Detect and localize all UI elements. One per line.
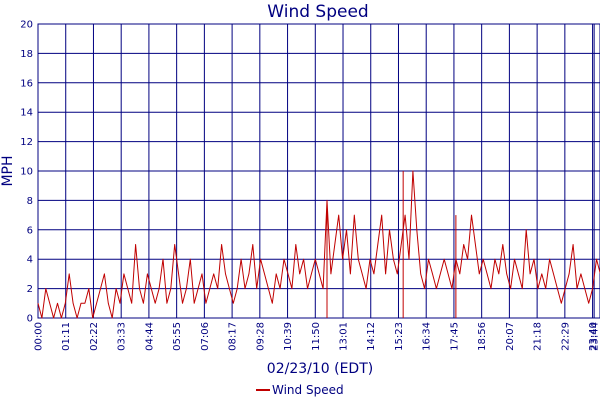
x-tick-label: 10:39 [283, 322, 294, 351]
x-tick-label: 09:28 [255, 322, 266, 351]
x-tick-label: 04:44 [144, 322, 155, 351]
series-group [37, 170, 600, 319]
x-tick-label: 22:29 [560, 322, 571, 351]
x-tick-label: 21:18 [533, 322, 544, 351]
x-tick-label: 23:44 [590, 322, 600, 351]
y-tick-label: 8 [27, 196, 33, 207]
x-axis-ticks: 00:00 01:11 02:22 03:33 04:44 05:55 07:06 08:17… [34, 322, 600, 351]
x-axis-label: 02/23/10 (EDT) [267, 361, 373, 377]
x-tick-label: 16:34 [422, 322, 433, 351]
x-tick-label: 05:55 [172, 322, 183, 351]
x-tick-label: 08:17 [228, 322, 239, 351]
y-tick-label: 4 [27, 255, 33, 266]
y-tick-label: 14 [20, 108, 33, 119]
y-tick-label: 6 [27, 225, 33, 236]
y-tick-label: 10 [20, 167, 33, 178]
x-tick-label: 11:50 [311, 322, 322, 351]
plot-grid [37, 23, 600, 319]
y-tick-label: 16 [20, 78, 33, 89]
x-tick-label: 23:40 [588, 322, 599, 351]
y-axis-label: MPH [0, 155, 16, 186]
x-tick-label: 00:00 [34, 322, 45, 351]
y-tick-label: 0 [27, 314, 33, 325]
x-tick-label: 01:11 [61, 322, 72, 351]
x-tick-label: 17:45 [449, 322, 460, 351]
x-tick-label: 15:23 [394, 322, 405, 351]
y-tick-label: 18 [20, 49, 33, 60]
x-tick-label: 02:22 [89, 322, 100, 351]
x-tick-label: 18:56 [477, 322, 488, 351]
y-tick-label: 12 [20, 137, 33, 148]
x-tick-label: 14:12 [366, 322, 377, 351]
x-tick-label: 03:33 [117, 322, 128, 351]
chart-title: Wind Speed [267, 2, 368, 22]
x-tick-label: 07:06 [200, 322, 211, 351]
x-tick-label: 20:07 [505, 322, 516, 351]
legend-label: Wind Speed [272, 383, 344, 397]
series-line-wind-speed [37, 170, 600, 319]
y-tick-label: 2 [27, 284, 33, 295]
legend: Wind Speed [256, 383, 344, 397]
y-tick-label: 20 [20, 20, 33, 31]
y-axis-ticks: 0 2 4 6 8 10 12 14 16 18 20 [20, 20, 33, 325]
x-tick-label: 13:01 [339, 322, 350, 351]
